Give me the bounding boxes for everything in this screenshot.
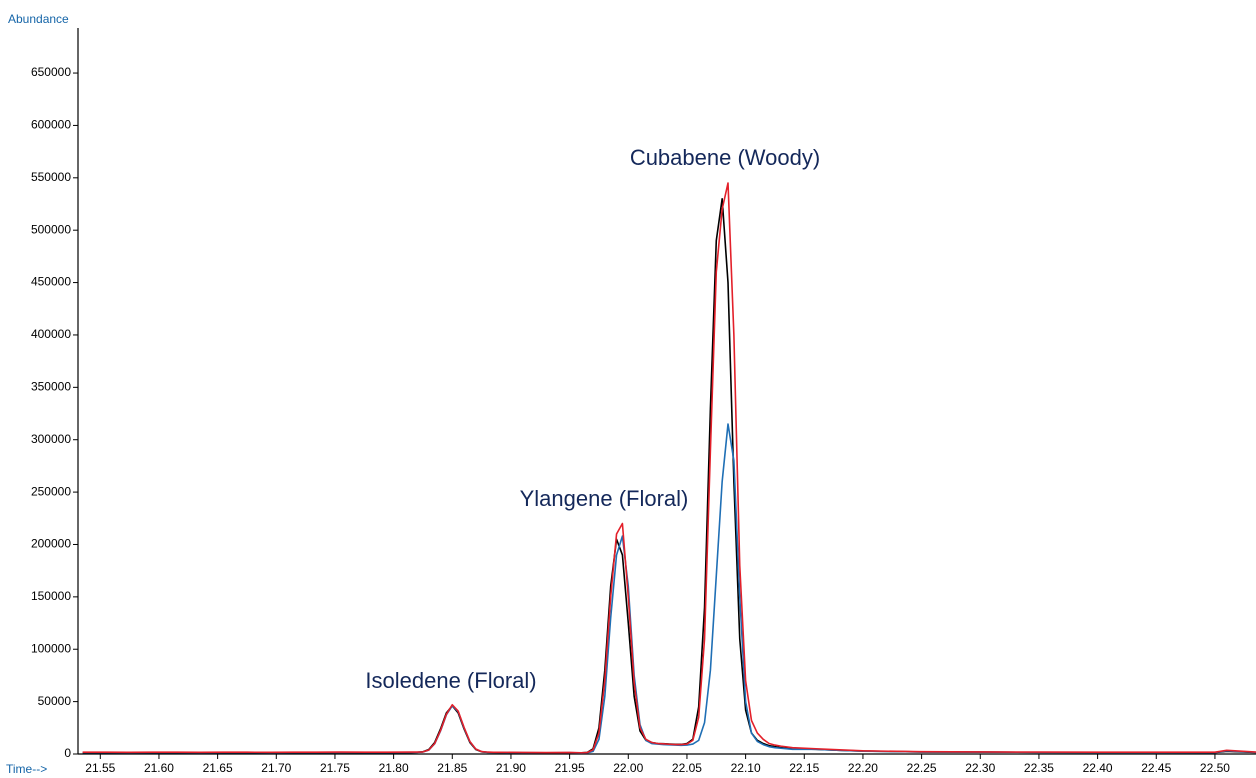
x-tick-label: 21.65 [203,761,233,775]
y-axis-title: Abundance [8,12,69,26]
trace-line [82,182,1256,754]
peak-annotation: Ylangene (Floral) [520,486,689,511]
y-tick-label: 0 [64,746,71,760]
x-tick-label: 22.20 [848,761,878,775]
peak-annotation: Isoledene (Floral) [365,668,536,693]
x-tick-label: 21.80 [379,761,409,775]
x-tick-label: 22.25 [907,761,937,775]
x-tick-label: 22.45 [1141,761,1171,775]
y-tick-label: 250000 [31,484,71,498]
trace-line [82,197,1256,754]
y-tick-label: 350000 [31,380,71,394]
x-tick-label: 21.75 [320,761,350,775]
x-tick-label: 21.90 [496,761,526,775]
x-tick-label: 22.05 [672,761,702,775]
x-tick-label: 22.00 [613,761,643,775]
y-tick-label: 450000 [31,275,71,289]
y-tick-label: 500000 [31,222,71,236]
x-tick-label: 22.50 [1200,761,1230,775]
y-tick-label: 300000 [31,432,71,446]
y-tick-label: 650000 [31,65,71,79]
y-tick-label: 50000 [38,694,72,708]
y-tick-label: 550000 [31,170,71,184]
x-tick-label: 21.85 [437,761,467,775]
x-tick-label: 22.30 [965,761,995,775]
x-tick-label: 22.40 [1083,761,1113,775]
x-tick-label: 22.15 [789,761,819,775]
x-tick-label: 21.55 [85,761,115,775]
y-tick-label: 150000 [31,589,71,603]
y-tick-label: 100000 [31,641,71,655]
x-tick-label: 21.70 [261,761,291,775]
x-tick-label: 21.60 [144,761,174,775]
trace-line [82,423,1256,754]
x-tick-label: 21.95 [555,761,585,775]
y-tick-label: 600000 [31,118,71,132]
peak-annotation: Cubabene (Woody) [630,145,820,170]
y-tick-label: 400000 [31,327,71,341]
y-tick-label: 200000 [31,537,71,551]
x-axis-title: Time--> [6,762,47,776]
x-tick-label: 22.35 [1024,761,1054,775]
x-tick-label: 22.10 [731,761,761,775]
